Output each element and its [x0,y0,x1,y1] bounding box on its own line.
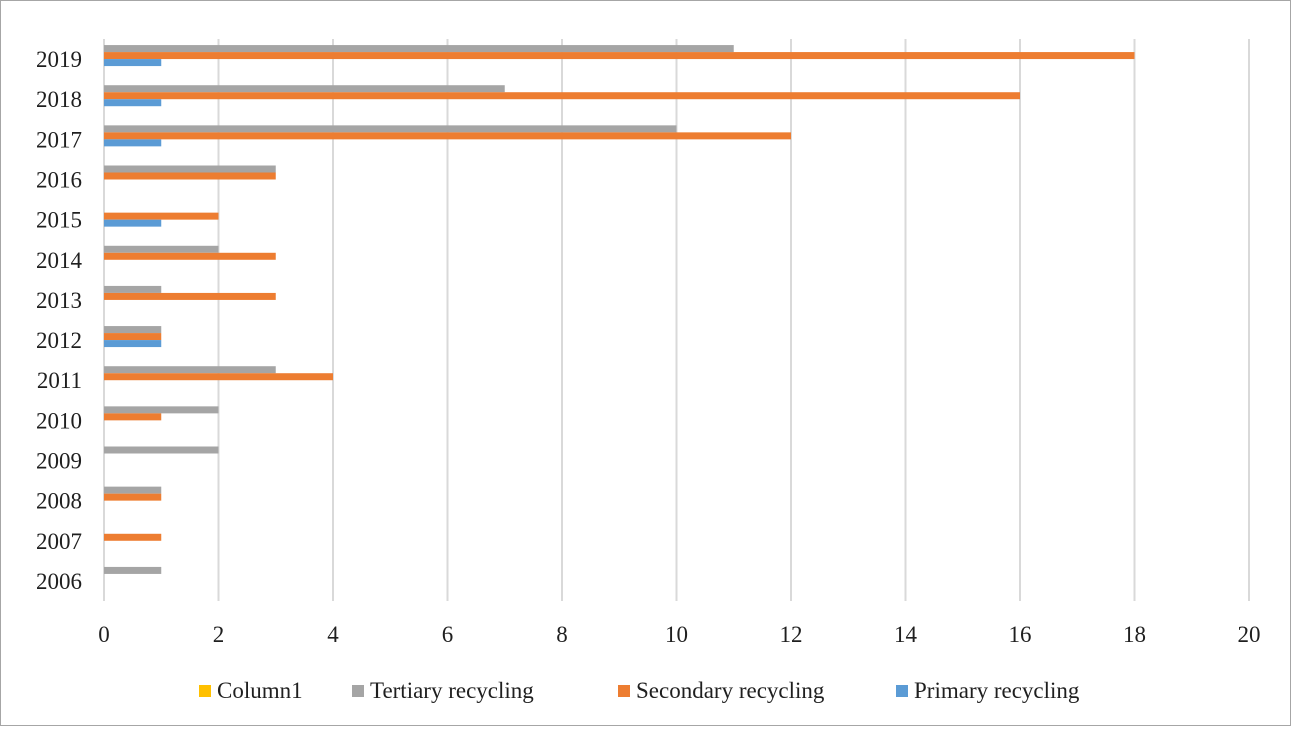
bar-tertiary-recycling-2014 [104,245,219,253]
legend-swatch [618,685,630,697]
bar-tertiary-recycling-2019 [104,45,734,53]
y-tick-label: 2019 [36,47,82,72]
y-tick-label: 2015 [36,208,82,233]
x-tick-label: 18 [1123,622,1146,647]
y-tick-label: 2009 [36,449,82,474]
x-axis-ticks: 0 2 4 6 8 10 12 14 16 18 20 [98,622,1260,647]
legend-label: Column1 [217,678,303,703]
y-axis-ticks: 2006 2007 2008 2009 2010 2011 2012 2013 2014 2015… [36,47,83,594]
bar-secondary-recycling-2013 [104,292,276,300]
bar-secondary-recycling-2019 [104,52,1135,60]
x-tick-label: 16 [1009,622,1032,647]
bar-secondary-recycling-2015 [104,212,219,220]
legend-label: Secondary recycling [636,678,825,703]
x-tick-label: 6 [442,622,454,647]
y-tick-label: 2016 [36,168,82,193]
bar-tertiary-recycling-2018 [104,85,505,93]
legend: Column1 Tertiary recycling Secondary recyc… [199,678,1080,703]
bar-tertiary-recycling-2013 [104,285,162,293]
y-tick-label: 2006 [36,569,82,594]
legend-swatch [896,685,908,697]
y-tick-label: 2012 [36,328,82,353]
bar-tertiary-recycling-2012 [104,326,162,334]
bar-secondary-recycling-2012 [104,333,162,341]
x-tick-label: 8 [556,622,568,647]
y-tick-label: 2011 [37,368,82,393]
y-tick-label: 2014 [36,248,83,273]
bar-secondary-recycling-2007 [104,533,162,541]
y-tick-label: 2017 [36,127,82,152]
x-tick-label: 14 [894,622,918,647]
bar-tertiary-recycling-2011 [104,366,276,374]
x-tick-label: 4 [327,622,339,647]
bar-secondary-recycling-2017 [104,132,791,140]
legend-item: Tertiary recycling [352,678,534,703]
bar-secondary-recycling-2014 [104,252,276,260]
legend-item: Primary recycling [896,678,1080,703]
bar-primary-recycling-2019 [104,59,162,67]
bar-secondary-recycling-2010 [104,413,162,421]
x-tick-label: 0 [98,622,110,647]
legend-item: Column1 [199,678,303,703]
y-tick-label: 2007 [36,529,82,554]
bar-tertiary-recycling-2008 [104,486,162,494]
x-tick-label: 2 [213,622,225,647]
bar-tertiary-recycling-2006 [104,566,162,574]
bar-secondary-recycling-2018 [104,92,1020,100]
x-tick-label: 20 [1238,622,1261,647]
y-tick-label: 2013 [36,288,82,313]
bar-secondary-recycling-2011 [104,373,333,381]
bar-tertiary-recycling-2010 [104,406,219,414]
gridlines [103,39,1250,601]
bar-secondary-recycling-2008 [104,493,162,501]
y-tick-label: 2010 [36,408,82,433]
bar-primary-recycling-2018 [104,99,162,107]
bar-primary-recycling-2012 [104,340,162,348]
x-tick-label: 10 [665,622,688,647]
bar-primary-recycling-2015 [104,219,162,227]
bar-tertiary-recycling-2009 [104,446,219,454]
bar-tertiary-recycling-2016 [104,165,276,173]
legend-label: Primary recycling [914,678,1080,703]
x-tick-label: 12 [780,622,803,647]
legend-item: Secondary recycling [618,678,825,703]
bar-primary-recycling-2017 [104,139,162,147]
bars [104,45,1135,574]
bar-secondary-recycling-2016 [104,172,276,180]
legend-label: Tertiary recycling [370,678,534,703]
y-tick-label: 2018 [36,87,82,112]
legend-swatch [352,685,364,697]
y-tick-label: 2008 [36,489,82,514]
legend-swatch [199,685,211,697]
bar-tertiary-recycling-2017 [104,125,677,133]
